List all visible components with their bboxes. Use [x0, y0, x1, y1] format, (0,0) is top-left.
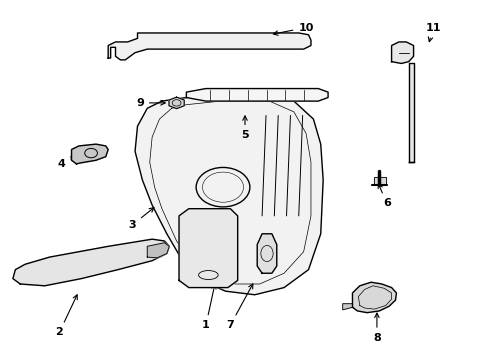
Text: 5: 5 [241, 116, 249, 140]
Text: 2: 2 [55, 295, 77, 337]
Text: 1: 1 [202, 284, 216, 330]
Polygon shape [108, 33, 311, 60]
Text: 4: 4 [58, 157, 75, 169]
Polygon shape [409, 63, 414, 162]
Polygon shape [169, 97, 184, 109]
Text: 11: 11 [425, 23, 441, 42]
Text: 10: 10 [273, 23, 314, 35]
Polygon shape [257, 234, 277, 273]
Text: 6: 6 [378, 184, 391, 208]
Polygon shape [135, 94, 323, 295]
Polygon shape [352, 282, 396, 313]
Text: 7: 7 [226, 284, 253, 330]
Polygon shape [147, 243, 169, 258]
Polygon shape [179, 209, 238, 288]
Bar [373, 177, 386, 184]
Polygon shape [72, 144, 108, 164]
Polygon shape [13, 239, 169, 286]
Polygon shape [392, 42, 414, 63]
Polygon shape [343, 304, 352, 310]
Polygon shape [186, 89, 328, 101]
Text: 3: 3 [129, 208, 154, 230]
Text: 8: 8 [373, 313, 381, 343]
Text: 9: 9 [136, 98, 165, 108]
